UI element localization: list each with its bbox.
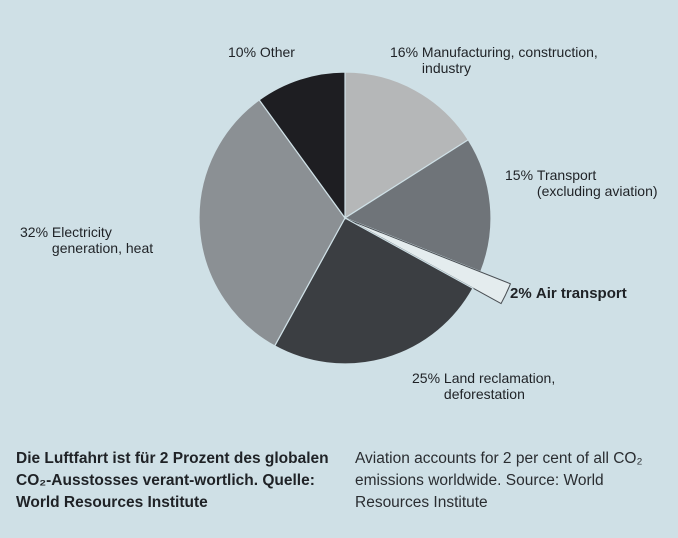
slice-label-1: 16% Manufacturing, construction, industr… — [390, 44, 598, 76]
slice-name-5: Electricity generation, heat — [51, 224, 154, 256]
pie-slice-5 — [198, 99, 346, 347]
caption-german: Die Luftfahrt ist für 2 Prozent des glob… — [16, 450, 329, 511]
pie-slice-4 — [273, 217, 474, 365]
slice-percent-6: 10% — [228, 44, 260, 60]
slice-label-5: 32% Electricity generation, heat — [20, 224, 153, 256]
pie-slice-6 — [258, 71, 346, 220]
slice-name-4: Land reclamation, deforestation — [443, 370, 556, 402]
slice-percent-5: 32% — [20, 224, 52, 240]
slice-percent-1: 16% — [390, 44, 422, 60]
pie-slice-3 — [348, 219, 512, 305]
slice-percent-2: 15% — [505, 167, 537, 183]
slice-label-6: 10% Other — [228, 44, 295, 60]
pie-slice-1 — [344, 71, 470, 220]
slice-name-3: Air transport — [535, 285, 627, 302]
slice-name-6: Other — [259, 44, 295, 60]
pie-slice-2 — [343, 138, 492, 273]
slice-label-3: 2% Air transport — [510, 286, 627, 302]
slice-name-2: Transport (excluding aviation) — [536, 167, 658, 199]
slice-percent-3: 2% — [510, 285, 536, 302]
slice-label-4: 25% Land reclamation, deforestation — [412, 370, 555, 402]
slice-percent-4: 25% — [412, 370, 444, 386]
slice-name-1: Manufacturing, construction, industry — [421, 44, 598, 76]
slice-label-2: 15% Transport (excluding aviation) — [505, 167, 658, 199]
caption-english: Aviation accounts for 2 per cent of all … — [355, 450, 643, 511]
